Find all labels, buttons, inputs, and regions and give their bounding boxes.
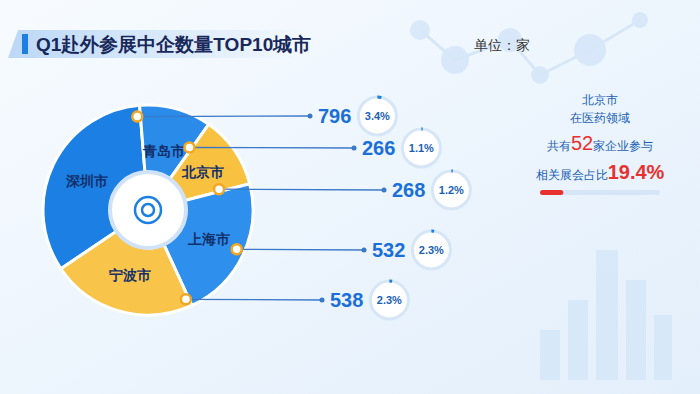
leader-end: [382, 188, 387, 193]
value-label: 538: [330, 289, 363, 311]
percent-arc: [451, 170, 452, 173]
slice: [61, 231, 192, 315]
slice-label: 宁波市: [109, 267, 151, 283]
decor-bar: [654, 315, 672, 380]
share-track: [540, 190, 660, 195]
donut: [43, 105, 253, 315]
percent-arc: [431, 230, 434, 233]
leader-dot: [184, 143, 194, 153]
value-label: 268: [392, 179, 425, 201]
percent-bubble: [358, 97, 396, 135]
annotation-part: 家企业参与: [593, 139, 653, 153]
slice-label: 青岛市: [142, 143, 185, 159]
leader-end: [320, 298, 325, 303]
leader-end: [308, 114, 313, 119]
decor-bar: [568, 300, 588, 380]
share-bar: [540, 190, 563, 195]
leader-line: [137, 115, 310, 117]
leader-line: [219, 189, 384, 191]
percent-label: 2.3%: [377, 294, 402, 306]
annotation: 北京市: [582, 93, 618, 107]
leader-line: [186, 299, 322, 301]
chart: Q1赴外参展中企数量TOP10城市单位：家深圳市青岛市北京市上海市宁波市7963…: [0, 0, 700, 394]
decoration: [410, 12, 672, 380]
title-mark: [22, 34, 28, 54]
title: Q1赴外参展中企数量TOP10城市: [36, 34, 311, 55]
unit: 单位：家: [474, 37, 530, 53]
annotation-part: 相关展会占比: [536, 168, 608, 182]
annotation: 在医药领域: [570, 111, 630, 125]
leader-line: [189, 147, 354, 149]
percent-bubble: [370, 281, 408, 319]
annotation: 共有52家企业参与: [547, 132, 653, 154]
value-label: 532: [372, 239, 405, 261]
leader-dot: [232, 244, 242, 254]
value-label: 796: [318, 105, 351, 127]
leader-end: [352, 146, 357, 151]
leader-dot: [132, 112, 142, 122]
decor-bar: [540, 330, 560, 380]
percent-bubble: [432, 171, 470, 209]
annotation: 相关展会占比19.4%: [536, 161, 665, 183]
percent-label: 1.1%: [409, 142, 434, 154]
leader-dot: [181, 294, 191, 304]
percent-label: 3.4%: [365, 110, 390, 122]
decor-bar: [626, 280, 646, 380]
leader-line: [237, 249, 364, 251]
hub-icon: [135, 197, 161, 223]
annotation-part: 共有: [547, 139, 571, 153]
percent-arc: [377, 96, 381, 99]
hub-icon: [142, 204, 154, 216]
annotation-number: 52: [571, 132, 593, 154]
percent-label: 1.2%: [439, 184, 464, 196]
slice-label: 深圳市: [65, 173, 108, 189]
hub: [110, 172, 186, 248]
decor-bar: [596, 250, 618, 380]
percent-arc: [421, 128, 422, 131]
percent-label: 2.3%: [419, 244, 444, 256]
percent-arc: [389, 280, 392, 283]
slice-label: 北京市: [181, 164, 224, 180]
leader-dot: [214, 184, 224, 194]
background: [0, 0, 700, 394]
annotation-number: 19.4%: [608, 161, 665, 183]
slice-label: 上海市: [187, 231, 230, 247]
molecule-link: [420, 20, 640, 75]
percent-bubble: [402, 129, 440, 167]
value-label: 266: [362, 137, 395, 159]
leader-end: [362, 248, 367, 253]
percent-bubble: [412, 231, 450, 269]
